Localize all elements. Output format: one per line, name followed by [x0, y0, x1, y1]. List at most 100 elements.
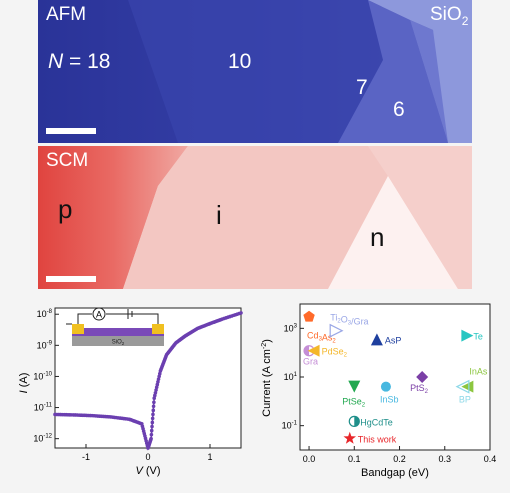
iv-y-tick-label: 10-11 [34, 403, 53, 413]
bandgap-plot-area [299, 303, 491, 451]
iv-data-point [157, 374, 161, 379]
bandgap-plot: 0.0 0.1 0.2 0.3 0.4 103 101 10-1 Cd3As2 Ti2O3/Gr… [258, 298, 504, 488]
afm-panel: AFM SiO2 N = 18 10 7 6 [38, 0, 472, 143]
iv-data-point [154, 385, 159, 390]
afm-sio2-region [368, 0, 472, 143]
marker-gra-label: Gra [303, 357, 318, 367]
iv-data-point [149, 432, 154, 437]
iv-data-point [150, 420, 155, 425]
marker-pts-label: PtS2 [410, 383, 429, 395]
inset-ammeter-icon [92, 307, 106, 321]
afm-image [38, 0, 472, 143]
scm-substrate-region [368, 146, 472, 289]
afm-layer-7-region [338, 0, 448, 143]
iv-data-point [153, 393, 157, 398]
marker-bp-label: BP [459, 395, 471, 405]
bandgap-plot-svg: 0.0 0.1 0.2 0.3 0.4 103 101 10-1 Cd3As2 Ti2O3/Gr… [261, 303, 497, 479]
scm-label: SCM [46, 150, 89, 171]
iv-data-point [151, 404, 156, 409]
iv-inset-schematic [66, 307, 164, 346]
iv-data-point [156, 377, 161, 381]
marker-gra-fill [304, 345, 310, 356]
afm-layer-10-region [128, 0, 393, 143]
marker-hgcdte-fill [354, 416, 360, 427]
layer-count-10-label: 10 [228, 50, 252, 73]
marker-te-label: Te [473, 332, 483, 342]
iv-x-tick-label: 1 [207, 452, 212, 462]
marker-this-work [343, 431, 357, 444]
inset-substrate [72, 336, 164, 346]
marker-asp [370, 333, 383, 346]
marker-insb-label: InSb [380, 395, 399, 405]
marker-pdse [307, 344, 320, 357]
iv-data-point [150, 416, 155, 421]
n-region-label: n [370, 222, 385, 252]
iv-data-point [151, 408, 156, 413]
iv-data-point [152, 400, 156, 405]
marker-te [461, 329, 474, 342]
afm-scale-bar [46, 128, 96, 134]
iv-data-point [152, 396, 156, 400]
inset-electrode-left [72, 324, 84, 334]
iv-y-tick-label: 10-12 [33, 434, 52, 444]
iv-data-point [156, 380, 160, 384]
iv-x-tick-label: -1 [82, 452, 90, 462]
iv-x-tick-label: 0 [145, 452, 150, 462]
bandgap-x-tick-label: 0.4 [484, 454, 497, 464]
iv-data-point [149, 436, 153, 441]
marker-cd [303, 310, 315, 322]
marker-ptse [348, 380, 361, 393]
scm-image [38, 146, 472, 289]
layer-count-18-label: N = 18 [48, 50, 111, 73]
marker-ti-label: Ti2O3/Gra [330, 313, 368, 327]
marker-pdse-label: PdSe2 [322, 347, 348, 359]
iv-ylabel: I (A) [18, 373, 30, 394]
iv-data-point [157, 371, 162, 376]
iv-plot: A SiO2 -1 0 1 10-8 10-9 10-10 10-11 10-12 I (A)… [10, 298, 250, 488]
bandgap-x-tick-label: 0.1 [348, 454, 361, 464]
sio2-label: SiO2 [430, 4, 469, 28]
marker-pts [416, 371, 429, 383]
inset-wire-left [77, 313, 92, 324]
inset-ammeter-label: A [96, 310, 102, 320]
marker-inas-label: InAs [469, 367, 488, 377]
bandgap-x-tick-label: 0.2 [393, 454, 406, 464]
iv-data-point [239, 311, 243, 315]
iv-xlabel: V (V) [135, 465, 160, 477]
marker-asp-label: AsP [385, 335, 402, 345]
bandgap-x-tick-label: 0.3 [439, 454, 452, 464]
marker-ti [329, 323, 344, 338]
scm-p-region [38, 146, 188, 289]
marker-inas [461, 380, 474, 393]
bandgap-xlabel: Bandgap (eV) [361, 467, 429, 479]
marker-this-work-label: This work [358, 434, 397, 444]
marker-ptse-label: PtSe2 [342, 397, 366, 409]
inset-substrate-label: SiO2 [112, 340, 125, 347]
inset-flake [72, 328, 164, 336]
p-region-label: p [58, 194, 73, 224]
iv-data-point [153, 390, 158, 395]
bandgap-ylabel: Current (A cm-2) [261, 339, 273, 417]
iv-data-point [149, 428, 154, 433]
marker-bp [455, 379, 470, 394]
bandgap-y-tick-label: 10-1 [282, 421, 298, 431]
afm-label: AFM [46, 4, 87, 25]
i-region-label: i [216, 200, 222, 230]
iv-data-point [151, 412, 155, 417]
scm-n-region [328, 176, 458, 289]
marker-cd-label: Cd3As2 [307, 331, 336, 345]
layer-count-7-label: 7 [356, 76, 368, 99]
iv-data-point [150, 424, 154, 429]
bandgap-x-tick-label: 0.0 [303, 454, 316, 464]
scm-panel: SCM p i n [38, 146, 472, 289]
inset-wire-right [106, 313, 159, 324]
iv-y-tick-label: 10-9 [37, 340, 53, 350]
iv-y-tick-label: 10-8 [37, 309, 53, 319]
iv-data-point [154, 388, 158, 392]
bandgap-y-tick-label: 103 [284, 323, 298, 333]
iv-y-tick-label: 10-10 [33, 371, 52, 381]
iv-plot-svg: A SiO2 -1 0 1 10-8 10-9 10-10 10-11 10-12 I (A)… [18, 307, 243, 477]
layer-count-6-label: 6 [393, 98, 405, 121]
iv-data-point [155, 382, 160, 387]
bandgap-y-tick-label: 101 [284, 372, 298, 382]
